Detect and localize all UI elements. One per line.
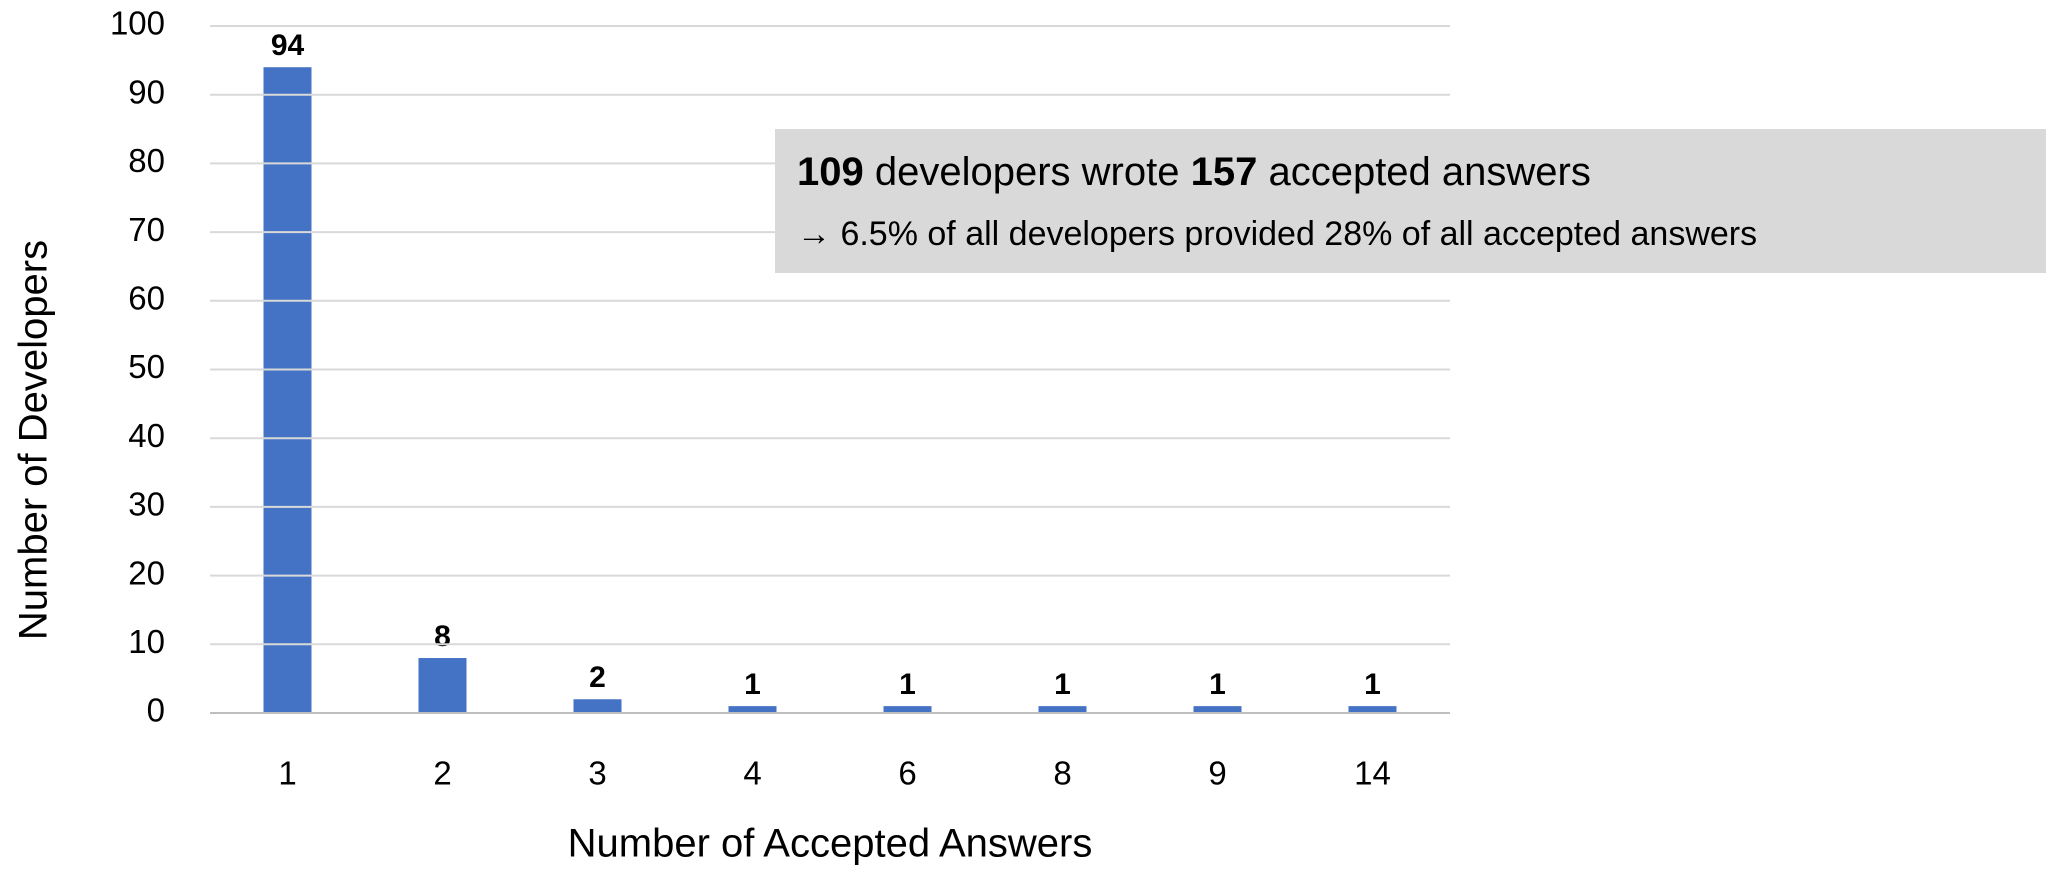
annotation-line1: 109 developers wrote 157 accepted answer… — [797, 150, 1591, 194]
x-tick-label: 9 — [1208, 755, 1226, 792]
x-tick-label: 14 — [1354, 755, 1391, 792]
y-tick-label: 80 — [128, 142, 165, 179]
y-axis-title: Number of Developers — [12, 240, 56, 640]
data-label: 1 — [1054, 668, 1071, 701]
bar — [573, 699, 622, 713]
bar — [883, 706, 932, 713]
y-tick-label: 70 — [128, 211, 165, 248]
annotation-text: developers wrote — [864, 150, 1191, 194]
data-label: 1 — [1209, 668, 1226, 701]
x-tick-label: 1 — [278, 755, 296, 792]
y-tick-label: 20 — [128, 554, 165, 591]
x-tick-label: 8 — [1053, 755, 1071, 792]
bar — [1193, 706, 1242, 713]
x-tick-label: 6 — [898, 755, 916, 792]
x-axis-title: Number of Accepted Answers — [568, 822, 1093, 866]
annotation-number: 109 — [797, 150, 864, 194]
annotation-line2: → 6.5% of all developers provided 28% of… — [797, 215, 1757, 253]
annotation-number: 157 — [1191, 150, 1258, 194]
y-tick-label: 90 — [128, 73, 165, 110]
bar — [418, 658, 467, 713]
x-tick-label: 4 — [743, 755, 761, 792]
data-label: 1 — [744, 668, 761, 701]
data-label: 8 — [434, 620, 451, 653]
y-tick-label: 30 — [128, 486, 165, 523]
bar — [1038, 706, 1087, 713]
annotation-text: accepted answers — [1257, 150, 1591, 194]
bar — [263, 67, 312, 714]
y-tick-label: 60 — [128, 280, 165, 317]
x-tick-label: 2 — [433, 755, 451, 792]
y-tick-label: 40 — [128, 417, 165, 454]
y-tick-label: 100 — [110, 5, 165, 42]
bar — [728, 706, 777, 713]
data-label: 1 — [899, 668, 916, 701]
data-label: 94 — [271, 29, 305, 62]
annotation-box — [775, 129, 2046, 273]
y-tick-label: 50 — [128, 348, 165, 385]
data-label: 1 — [1364, 668, 1381, 701]
x-tick-label: 3 — [588, 755, 606, 792]
data-label: 2 — [589, 661, 606, 694]
y-tick-label: 10 — [128, 623, 165, 660]
y-tick-label: 0 — [147, 692, 165, 729]
bar — [1348, 706, 1397, 713]
